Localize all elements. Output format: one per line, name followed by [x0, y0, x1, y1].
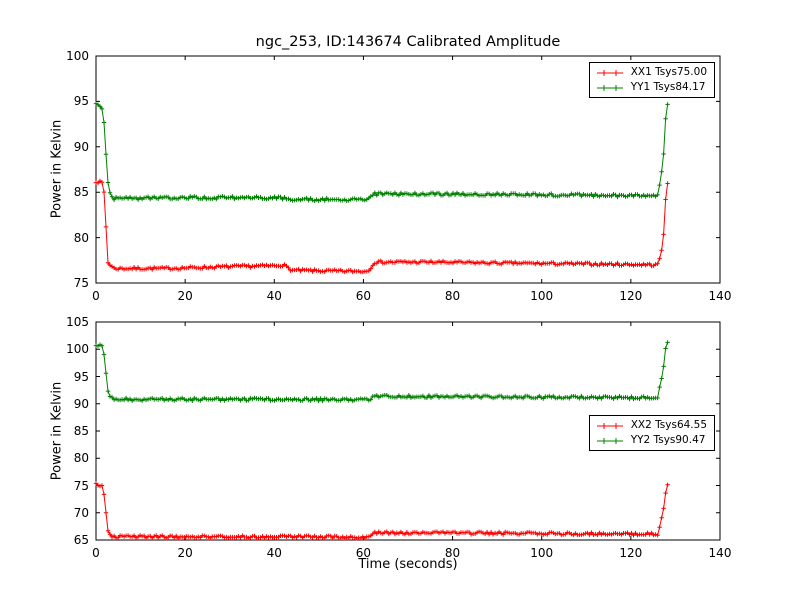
legend-sample-yy1	[596, 84, 623, 91]
x-tick-label: 140	[708, 546, 732, 560]
x-tick-label: 40	[266, 289, 282, 303]
y-tick-label: 95	[73, 369, 89, 384]
plot-area-0	[95, 55, 721, 284]
legend-entry: XX2 Tsys64.55	[595, 419, 707, 432]
x-tick-label: 100	[530, 546, 554, 560]
figure-title: ngc_253, ID:143674 Calibrated Amplitude	[255, 34, 561, 50]
x-tick-label: 80	[444, 289, 461, 303]
x-tick-label: 60	[355, 289, 372, 303]
x-tick-label: 120	[619, 546, 643, 560]
legend-label-yy1: YY1 Tsys84.17	[630, 81, 706, 93]
y-tick-label: 85	[73, 424, 89, 438]
x-tick-label: 0	[92, 546, 100, 560]
legend-sample-xx1	[596, 69, 623, 76]
y-tick-label: 75	[73, 478, 89, 493]
y-tick-label: 105	[66, 315, 89, 329]
legend-sample-yy2	[596, 437, 623, 444]
y-tick-label: 100	[66, 342, 89, 357]
x-tick-label: 120	[619, 289, 643, 303]
legend-label-yy2: YY2 Tsys90.47	[630, 434, 706, 446]
top-ylabel: Power in Kelvin	[49, 119, 65, 219]
bottom-ylabel: Power in Kelvin	[49, 381, 65, 481]
legend-bottom: XX2 Tsys64.55 YY2 Tsys90.47	[588, 415, 715, 451]
x-tick-label: 40	[266, 546, 282, 560]
axis-ticks-1	[95, 321, 721, 541]
y-tick-label: 75	[73, 276, 89, 290]
series-YY2-line	[95, 342, 669, 402]
series-XX1-markers	[93, 178, 670, 275]
legend-entry: YY1 Tsys84.17	[595, 81, 707, 94]
x-tick-label: 60	[355, 546, 372, 560]
y-tick-label: 70	[73, 505, 89, 520]
legend-top: XX1 Tsys75.00 YY1 Tsys84.17	[588, 62, 715, 98]
legend-entry: YY2 Tsys90.47	[595, 434, 707, 447]
legend-label-xx2: XX2 Tsys64.55	[630, 419, 707, 431]
x-tick-label: 0	[92, 289, 100, 303]
axis-ticks-0	[95, 55, 721, 284]
legend-label-xx1: XX1 Tsys75.00	[630, 66, 707, 78]
series-XX2-line	[95, 483, 669, 539]
x-tick-label: 140	[708, 289, 732, 303]
y-tick-label: 90	[73, 139, 89, 154]
y-tick-label: 85	[73, 185, 89, 200]
y-tick-label: 90	[73, 396, 89, 411]
x-tick-label: 80	[444, 546, 461, 560]
bottom-xlabel: Time (seconds)	[358, 557, 458, 572]
series-XX2-markers	[93, 481, 670, 541]
y-tick-label: 80	[73, 230, 89, 245]
y-tick-label: 95	[73, 94, 89, 109]
series-YY2-markers	[93, 340, 670, 404]
x-tick-label: 20	[177, 289, 193, 303]
x-tick-label: 20	[177, 546, 193, 560]
series-YY1-line	[95, 103, 669, 202]
legend-entry: XX1 Tsys75.00	[595, 66, 707, 79]
y-tick-label: 100	[66, 49, 89, 63]
x-tick-label: 100	[530, 289, 554, 303]
y-tick-label: 80	[73, 451, 89, 466]
y-tick-label: 65	[73, 533, 89, 547]
series-YY1-markers	[93, 101, 670, 204]
legend-sample-xx2	[596, 422, 623, 429]
